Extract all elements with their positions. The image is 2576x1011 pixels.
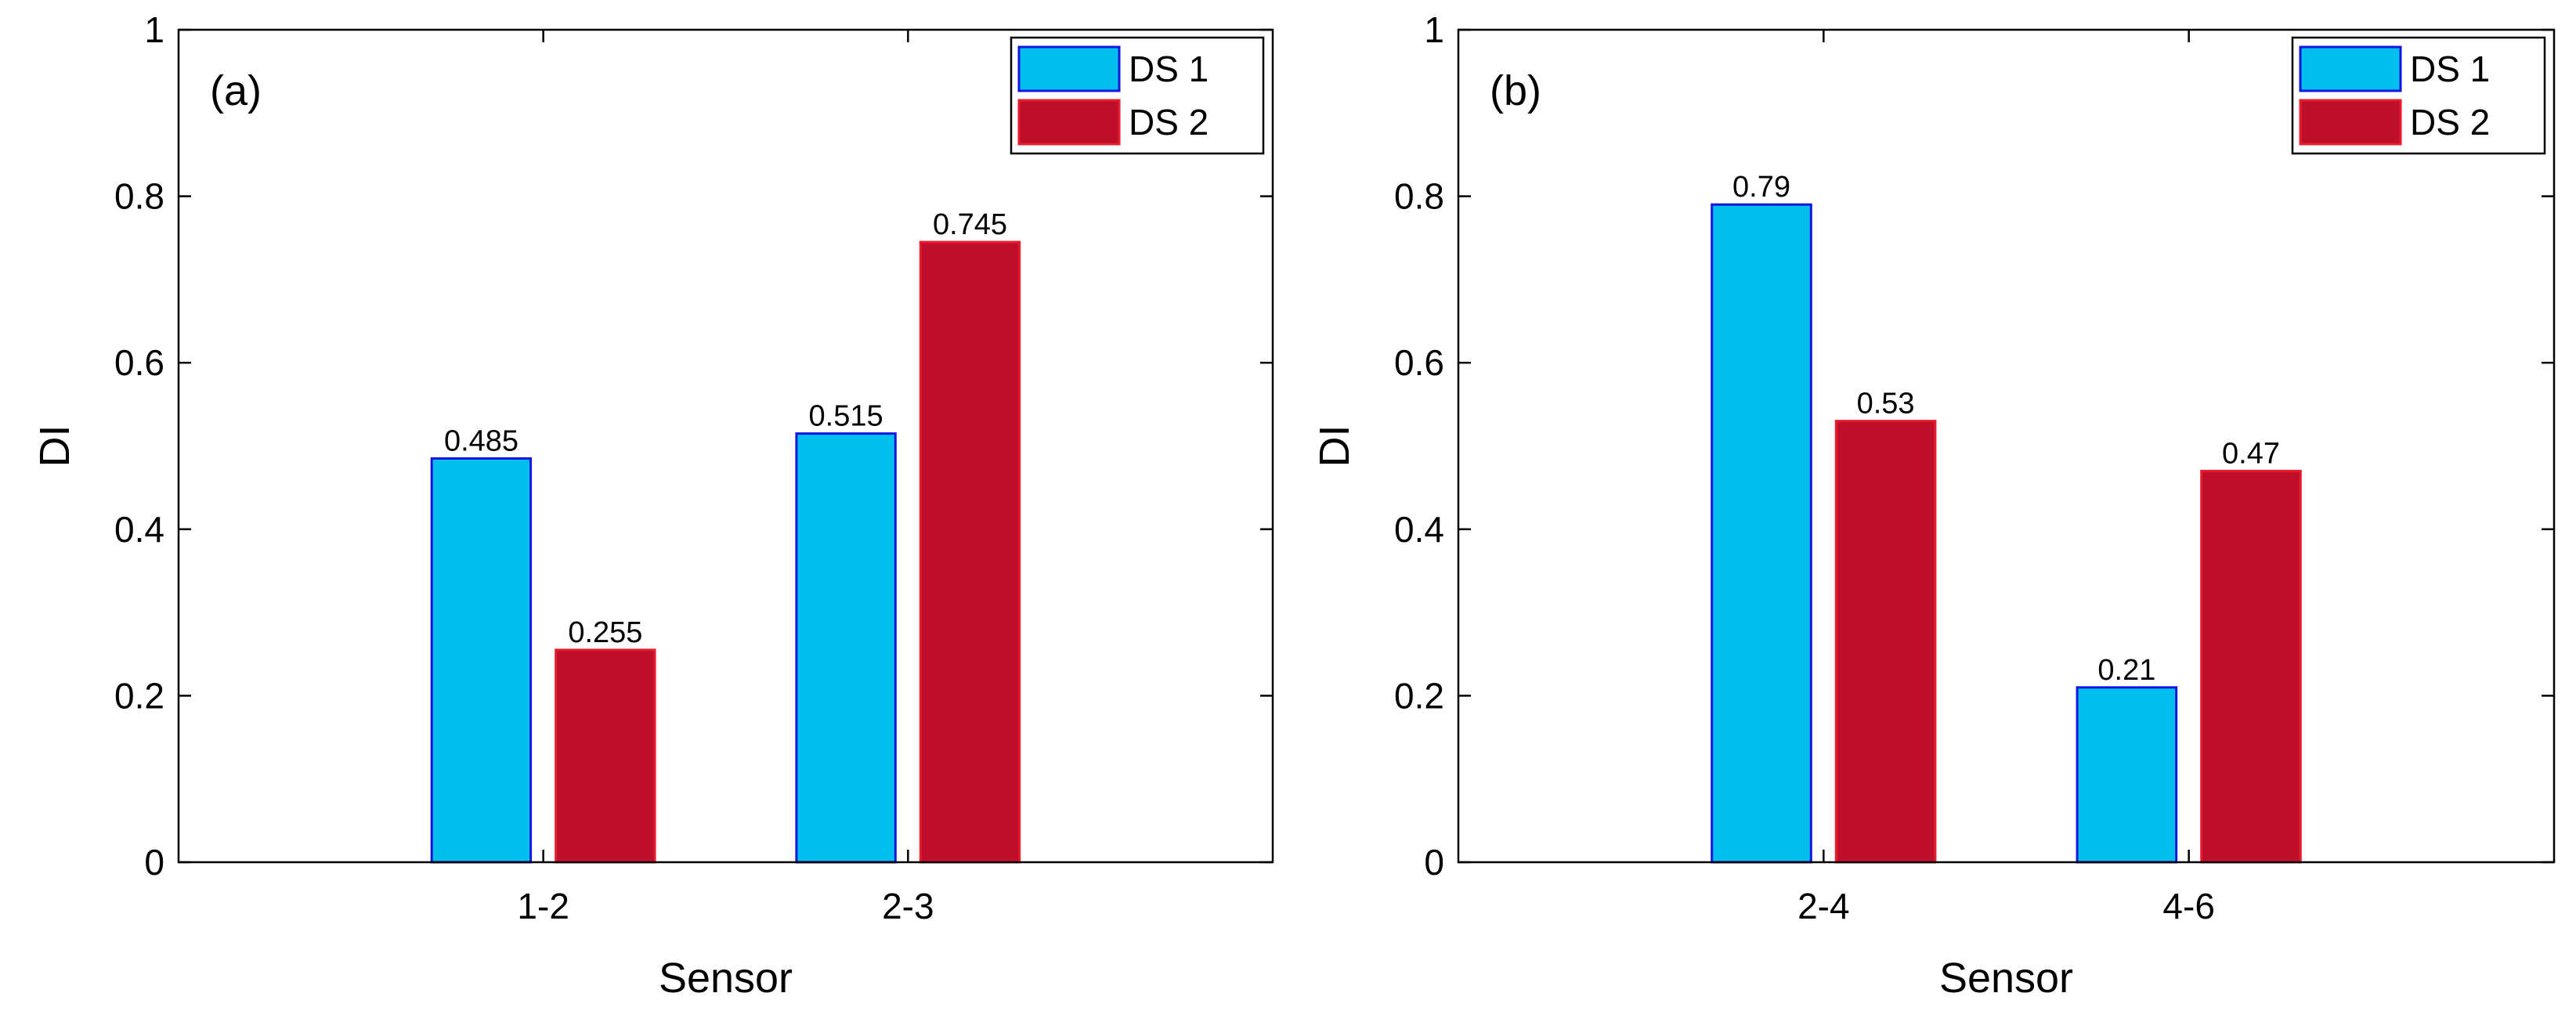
chart-panel-b: 0.79 0.53 0.21 0.47 0 0.2 0.4 0.6 0.8 1 2-4 4-6 Sens… — [1311, 9, 2556, 1002]
legend-label-ds2: DS 2 — [2410, 102, 2490, 143]
y-tick-label: 0 — [144, 842, 164, 883]
panel-label: (b) — [1490, 67, 1541, 114]
y-axis-title: DI — [1311, 425, 1358, 468]
y-tick-label: 0.4 — [114, 509, 164, 550]
bar-ds1-2-4 — [1711, 203, 1812, 864]
y-tick-label: 0.4 — [1394, 509, 1444, 550]
y-tick-label: 1 — [1424, 9, 1444, 50]
bar-ds1-2-3 — [795, 432, 897, 864]
legend-label-ds1: DS 1 — [1129, 49, 1209, 89]
data-label-ds2-2-4: 0.53 — [1857, 388, 1915, 421]
data-label-ds1-1-2: 0.485 — [444, 424, 518, 457]
y-tick-label: 0.2 — [114, 675, 164, 716]
y-tick-label: 0.6 — [1394, 342, 1444, 383]
y-tick-label: 0.6 — [114, 342, 164, 383]
data-label-ds1-4-6: 0.21 — [2097, 654, 2155, 687]
x-tick-label-1-2: 1-2 — [517, 886, 569, 926]
legend-label-ds2: DS 2 — [1129, 102, 1209, 143]
x-tick-label-2-4: 2-4 — [1797, 886, 1849, 926]
legend: DS 1 DS 2 — [1010, 36, 1265, 155]
y-tick-label: 1 — [144, 9, 164, 50]
bar-ds1-1-2 — [430, 457, 533, 864]
bar-ds2-2-3 — [919, 240, 1021, 864]
data-label-ds2-2-3: 0.745 — [933, 208, 1007, 241]
legend: DS 1 DS 2 — [2291, 36, 2546, 155]
y-tick-label: 0.8 — [1394, 176, 1444, 217]
y-axis-title: DI — [31, 425, 78, 468]
bar-ds2-4-6 — [2200, 469, 2302, 864]
legend-swatch-ds2 — [2299, 99, 2402, 146]
axes-box — [1457, 28, 2556, 864]
y-tick-label: 0.8 — [114, 176, 164, 217]
legend-swatch-ds1 — [2299, 45, 2402, 92]
x-tick-label-2-3: 2-3 — [882, 886, 934, 926]
data-label-ds1-2-4: 0.79 — [1732, 171, 1790, 204]
data-label-ds2-1-2: 0.255 — [568, 616, 642, 649]
axes-box — [177, 28, 1274, 864]
bar-ds1-4-6 — [2076, 686, 2178, 864]
legend-swatch-ds2 — [1017, 99, 1121, 146]
x-tick-label-4-6: 4-6 — [2162, 886, 2214, 926]
legend-label-ds1: DS 1 — [2410, 49, 2490, 89]
x-axis-title: Sensor — [1939, 955, 2073, 1002]
data-label-ds2-4-6: 0.47 — [2222, 437, 2280, 470]
bar-ds2-2-4 — [1834, 420, 1937, 864]
legend-swatch-ds1 — [1017, 45, 1121, 92]
x-axis-title: Sensor — [659, 955, 793, 1002]
y-tick-label: 0 — [1424, 842, 1444, 883]
y-tick-label: 0.2 — [1394, 675, 1444, 716]
data-label-ds1-2-3: 0.515 — [809, 400, 883, 433]
panel-label: (a) — [210, 67, 262, 114]
chart-panel-a: 0.485 0.255 0.515 0.745 0 0.2 0.4 0.6 0.8 1 1-2 2-3… — [31, 9, 1274, 1002]
bar-ds2-1-2 — [555, 648, 656, 864]
